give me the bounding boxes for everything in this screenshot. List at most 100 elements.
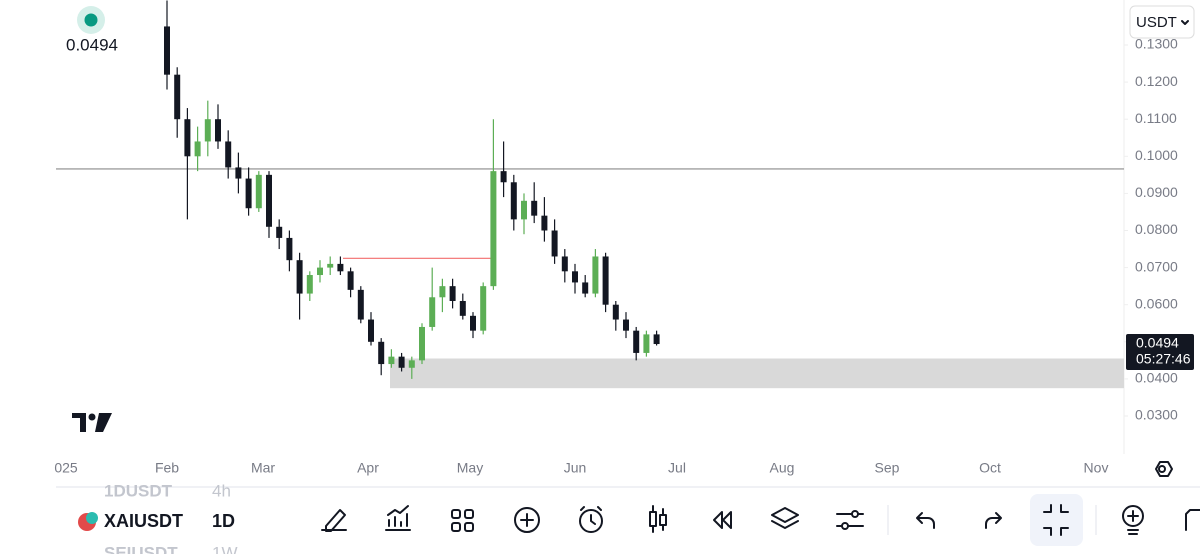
- dropdown-arrow: [1181, 20, 1189, 25]
- last-price-box: [1126, 334, 1194, 371]
- time-label: Feb: [155, 460, 179, 476]
- candle-body: [439, 286, 446, 298]
- time-label: Mar: [251, 460, 275, 476]
- candle-body: [357, 289, 364, 320]
- status-dot: [84, 13, 98, 27]
- candle-body: [541, 215, 548, 231]
- indicators[interactable]: [385, 505, 411, 531]
- candle-body: [266, 174, 272, 227]
- price-tick-label: 0.0800: [1135, 221, 1178, 237]
- axis-settings-dot: [1158, 465, 1166, 473]
- interval[interactable]: 1D: [212, 511, 235, 531]
- price-tick-label: 0.0900: [1135, 184, 1178, 200]
- candle-body: [408, 360, 415, 368]
- time-label: 025: [54, 460, 78, 476]
- candle-body: [449, 286, 456, 301]
- candle-body: [633, 330, 640, 353]
- redo[interactable]: [985, 512, 1002, 529]
- chart-type[interactable]: [649, 505, 667, 533]
- candle-body: [623, 319, 629, 331]
- candle-body: [194, 141, 201, 157]
- draw-tool[interactable]: [321, 509, 347, 532]
- time-label: Nov: [1084, 460, 1109, 476]
- price-tick-label: 0.1200: [1135, 73, 1178, 89]
- share[interactable]: [1185, 509, 1200, 531]
- layouts[interactable]: [451, 509, 474, 532]
- candle-body: [470, 315, 476, 331]
- price-tick-label: 0.0400: [1135, 370, 1178, 386]
- candle-body: [245, 178, 252, 209]
- undo[interactable]: [916, 512, 935, 529]
- candle-body: [204, 119, 211, 142]
- candle-body: [286, 237, 293, 261]
- price-tick-label: 0.1100: [1135, 110, 1177, 126]
- candle-body: [480, 286, 487, 331]
- settings[interactable]: [836, 510, 864, 530]
- candle-body: [296, 260, 303, 294]
- candle-body: [429, 297, 436, 327]
- candle-body: [521, 200, 527, 220]
- tv-logo: [72, 413, 112, 432]
- candle-body: [347, 271, 354, 290]
- candle-body: [510, 182, 517, 220]
- candle-body: [215, 119, 221, 142]
- candle-body: [551, 230, 558, 257]
- header-price: 0.0494: [66, 35, 118, 54]
- interval-next[interactable]: 1W: [212, 543, 238, 559]
- toolbar-icons: [321, 494, 1200, 546]
- candle-body: [500, 171, 507, 183]
- candle-body: [255, 174, 262, 209]
- candle-body: [235, 167, 242, 179]
- objects[interactable]: [771, 507, 799, 529]
- candle-body: [378, 341, 385, 365]
- candle-body: [561, 256, 568, 272]
- candle-body: [612, 304, 619, 320]
- symbol-icon-2: [86, 512, 98, 524]
- currency-select[interactable]: [1129, 5, 1195, 39]
- candle-body: [225, 141, 232, 168]
- candle-body: [368, 319, 374, 342]
- countdown: 05:27:46: [1136, 351, 1191, 367]
- fullscreen[interactable]: [1043, 504, 1069, 536]
- candle-body: [582, 282, 589, 294]
- price-tick-label: 0.0300: [1135, 407, 1178, 423]
- candle-body: [490, 171, 497, 287]
- last-price-label: 0.0494: [1136, 335, 1179, 351]
- time-label: Apr: [357, 460, 379, 476]
- candle-body: [398, 356, 405, 368]
- candle-body: [531, 200, 538, 216]
- time-label: Oct: [979, 460, 1001, 476]
- axis-settings[interactable]: [1155, 461, 1173, 477]
- symbol-prev[interactable]: 1DUSDT: [104, 481, 173, 500]
- price-tick-label: 0.0600: [1135, 295, 1178, 311]
- candle-body: [276, 226, 283, 238]
- candle-body: [653, 334, 660, 345]
- symbol-next[interactable]: SEIUSDT: [104, 543, 178, 559]
- replay[interactable]: [713, 511, 732, 529]
- candle-body: [184, 119, 191, 157]
- interval-prev[interactable]: 4h: [212, 481, 231, 500]
- fullscreen-bg: [1030, 494, 1083, 546]
- candle-body: [306, 275, 313, 294]
- add[interactable]: [514, 507, 540, 533]
- candle-body: [643, 334, 650, 353]
- candle-body: [327, 263, 334, 268]
- ideas[interactable]: [1122, 505, 1144, 535]
- currency-label[interactable]: USDT: [1136, 14, 1177, 31]
- time-label: Jul: [668, 460, 686, 476]
- candle-body: [459, 300, 466, 316]
- candle-body: [337, 263, 344, 272]
- price-tick-label: 0.1300: [1135, 36, 1178, 52]
- candle-body: [419, 326, 425, 361]
- alert[interactable]: [579, 506, 603, 533]
- candle-body: [164, 26, 170, 75]
- candle-body: [174, 74, 181, 120]
- price-tick-label: 0.0700: [1135, 258, 1178, 274]
- time-label: Aug: [770, 460, 795, 476]
- price-tick-label: 0.1000: [1135, 147, 1178, 163]
- time-label: Jun: [564, 460, 587, 476]
- plot: 0.1300 0.1200 0.1100 0.1000 0.0900 0.0800 0.07…: [54, 0, 1194, 476]
- symbol[interactable]: XAIUSDT: [104, 511, 183, 531]
- candle-body: [592, 256, 599, 294]
